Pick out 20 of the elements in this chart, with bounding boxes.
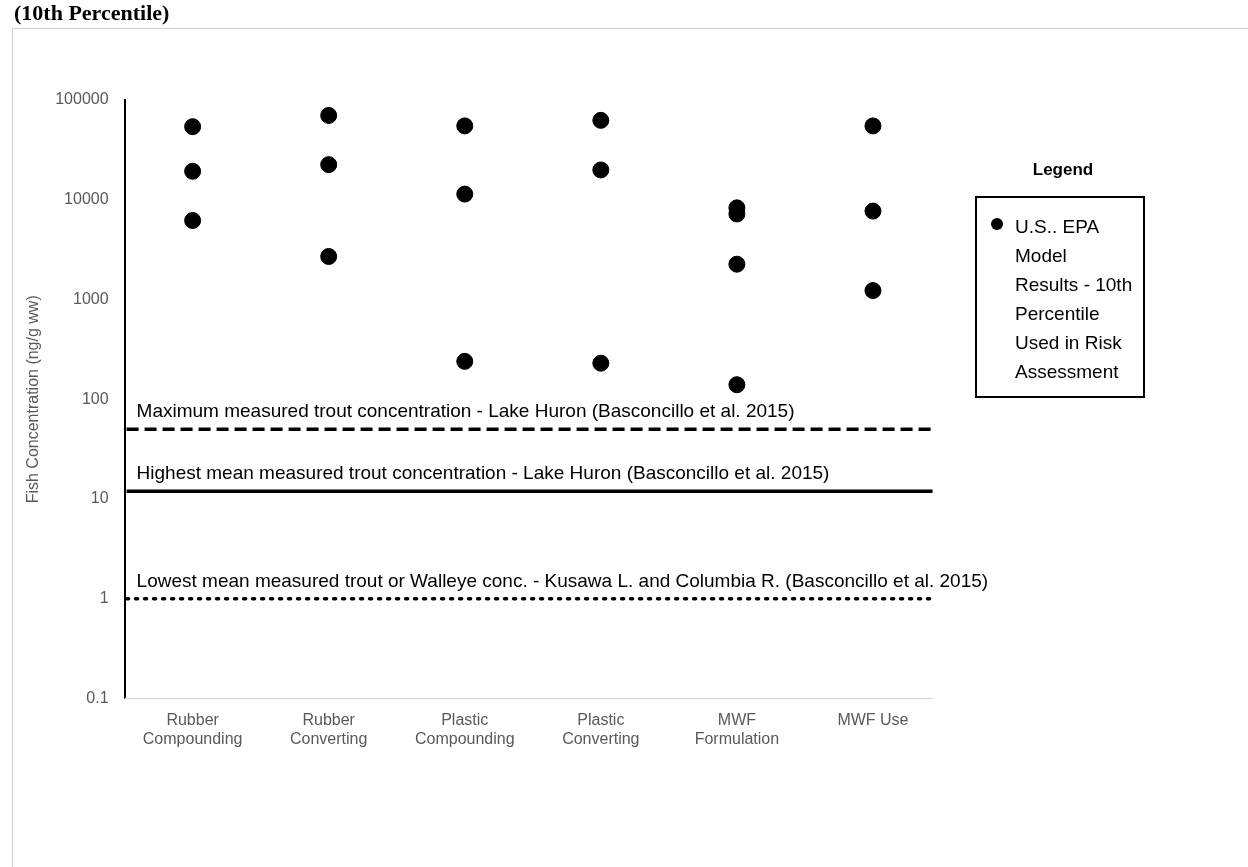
legend-label: U.S.. EPA Model Results - 10th Percentile Used in Risk Assessment [1015,215,1134,384]
x-tick-label: Rubber Compounding [142,710,243,747]
y-axis-title: Fish Concentration (ng/g ww) [24,295,42,504]
ref-line-label: Maximum measured trout concentration - Lake Huron (Basconcillo et al. 2015) [136,400,795,422]
x-tick-label: MWF Formulation [694,710,780,747]
y-tick-label: 10 [90,489,109,507]
ref-line-label: Highest mean measured trout concentration - Lake Huron (Basconcillo et al. 2015) [136,461,830,483]
x-tick-label: MWF Use [837,710,909,728]
x-tick-label: Plastic Converting [562,710,640,747]
y-tick-label: 0.1 [86,689,109,707]
y-tick-label: 10000 [64,190,109,208]
y-tick-label: 1000 [73,289,109,307]
ref-line-label: Lowest mean measured trout or Walleye conc. - Kusawa L. and Columbia R. (Basconcillo et al. 2015) [136,569,989,591]
y-tick-label: 1 [99,589,109,607]
chart-title: (10th Percentile) [14,0,170,26]
y-tick-label: 100 [81,389,109,407]
y-tick-label: 100000 [55,90,109,108]
x-tick-label: Plastic Compounding [414,710,515,747]
legend-title: Legend [1031,160,1095,180]
x-tick-label: Rubber Converting [290,710,368,747]
